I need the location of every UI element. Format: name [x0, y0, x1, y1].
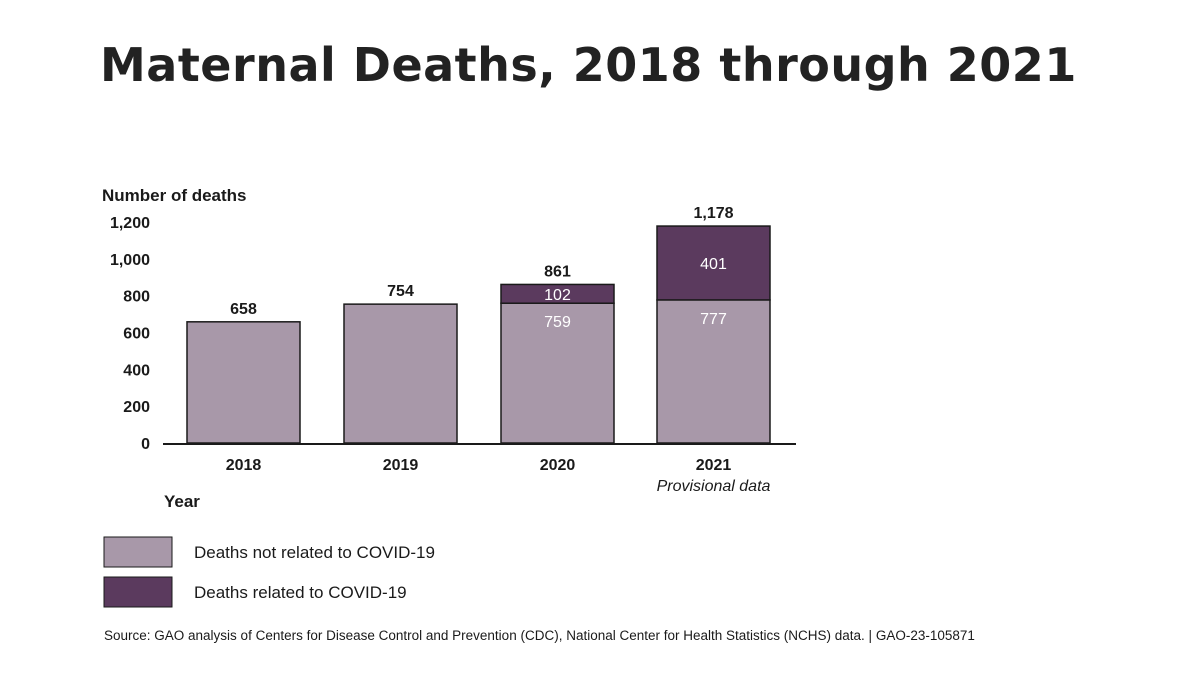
bar-total-label: 861 [544, 263, 571, 280]
bar-non-covid [500, 302, 615, 444]
bar-total-label: 754 [387, 283, 414, 300]
x-axis-ticks: 2018 2019 2020 2021 Provisional data [226, 457, 771, 495]
y-tick-label: 200 [123, 399, 150, 416]
y-tick-label: 600 [123, 326, 150, 343]
bar-total-label: 658 [230, 301, 257, 318]
segment-value-label: 759 [544, 314, 571, 331]
legend-label: Deaths not related to COVID-19 [194, 543, 435, 562]
x-tick-label: 2019 [383, 457, 419, 474]
x-tick-label: 2020 [540, 457, 576, 474]
segment-value-label: 102 [544, 287, 571, 304]
source-note: Source: GAO analysis of Centers for Dise… [104, 628, 975, 643]
page-title: Maternal Deaths, 2018 through 2021 [100, 38, 1077, 92]
bar-non-covid [186, 321, 301, 444]
y-tick-label: 1,200 [110, 215, 150, 232]
x-tick-note: Provisional data [657, 478, 771, 495]
x-tick-label: 2018 [226, 457, 262, 474]
x-axis-label: Year [164, 492, 200, 511]
bar-non-covid [343, 303, 458, 444]
legend: Deaths not related to COVID-19 Deaths rel… [103, 536, 435, 608]
y-tick-label: 1,000 [110, 252, 150, 269]
y-tick-label: 400 [123, 362, 150, 379]
bar-total-label: 1,178 [693, 205, 733, 222]
legend-swatch [103, 536, 173, 568]
y-axis-ticks: 0 200 400 600 800 1,000 1,200 [110, 215, 150, 453]
x-tick-label: 2021 [696, 457, 732, 474]
legend-label: Deaths related to COVID-19 [194, 583, 407, 602]
y-tick-label: 800 [123, 289, 150, 306]
bars: 658 754 759 102 861 777 401 1,178 [186, 205, 771, 444]
y-tick-label: 0 [141, 436, 150, 453]
legend-swatch [103, 576, 173, 608]
bar-covid [500, 283, 615, 304]
bar-non-covid [656, 299, 771, 444]
y-axis-label: Number of deaths [102, 186, 247, 205]
segment-value-label: 401 [700, 256, 727, 273]
bar-covid [656, 225, 771, 301]
segment-value-label: 777 [700, 311, 727, 328]
